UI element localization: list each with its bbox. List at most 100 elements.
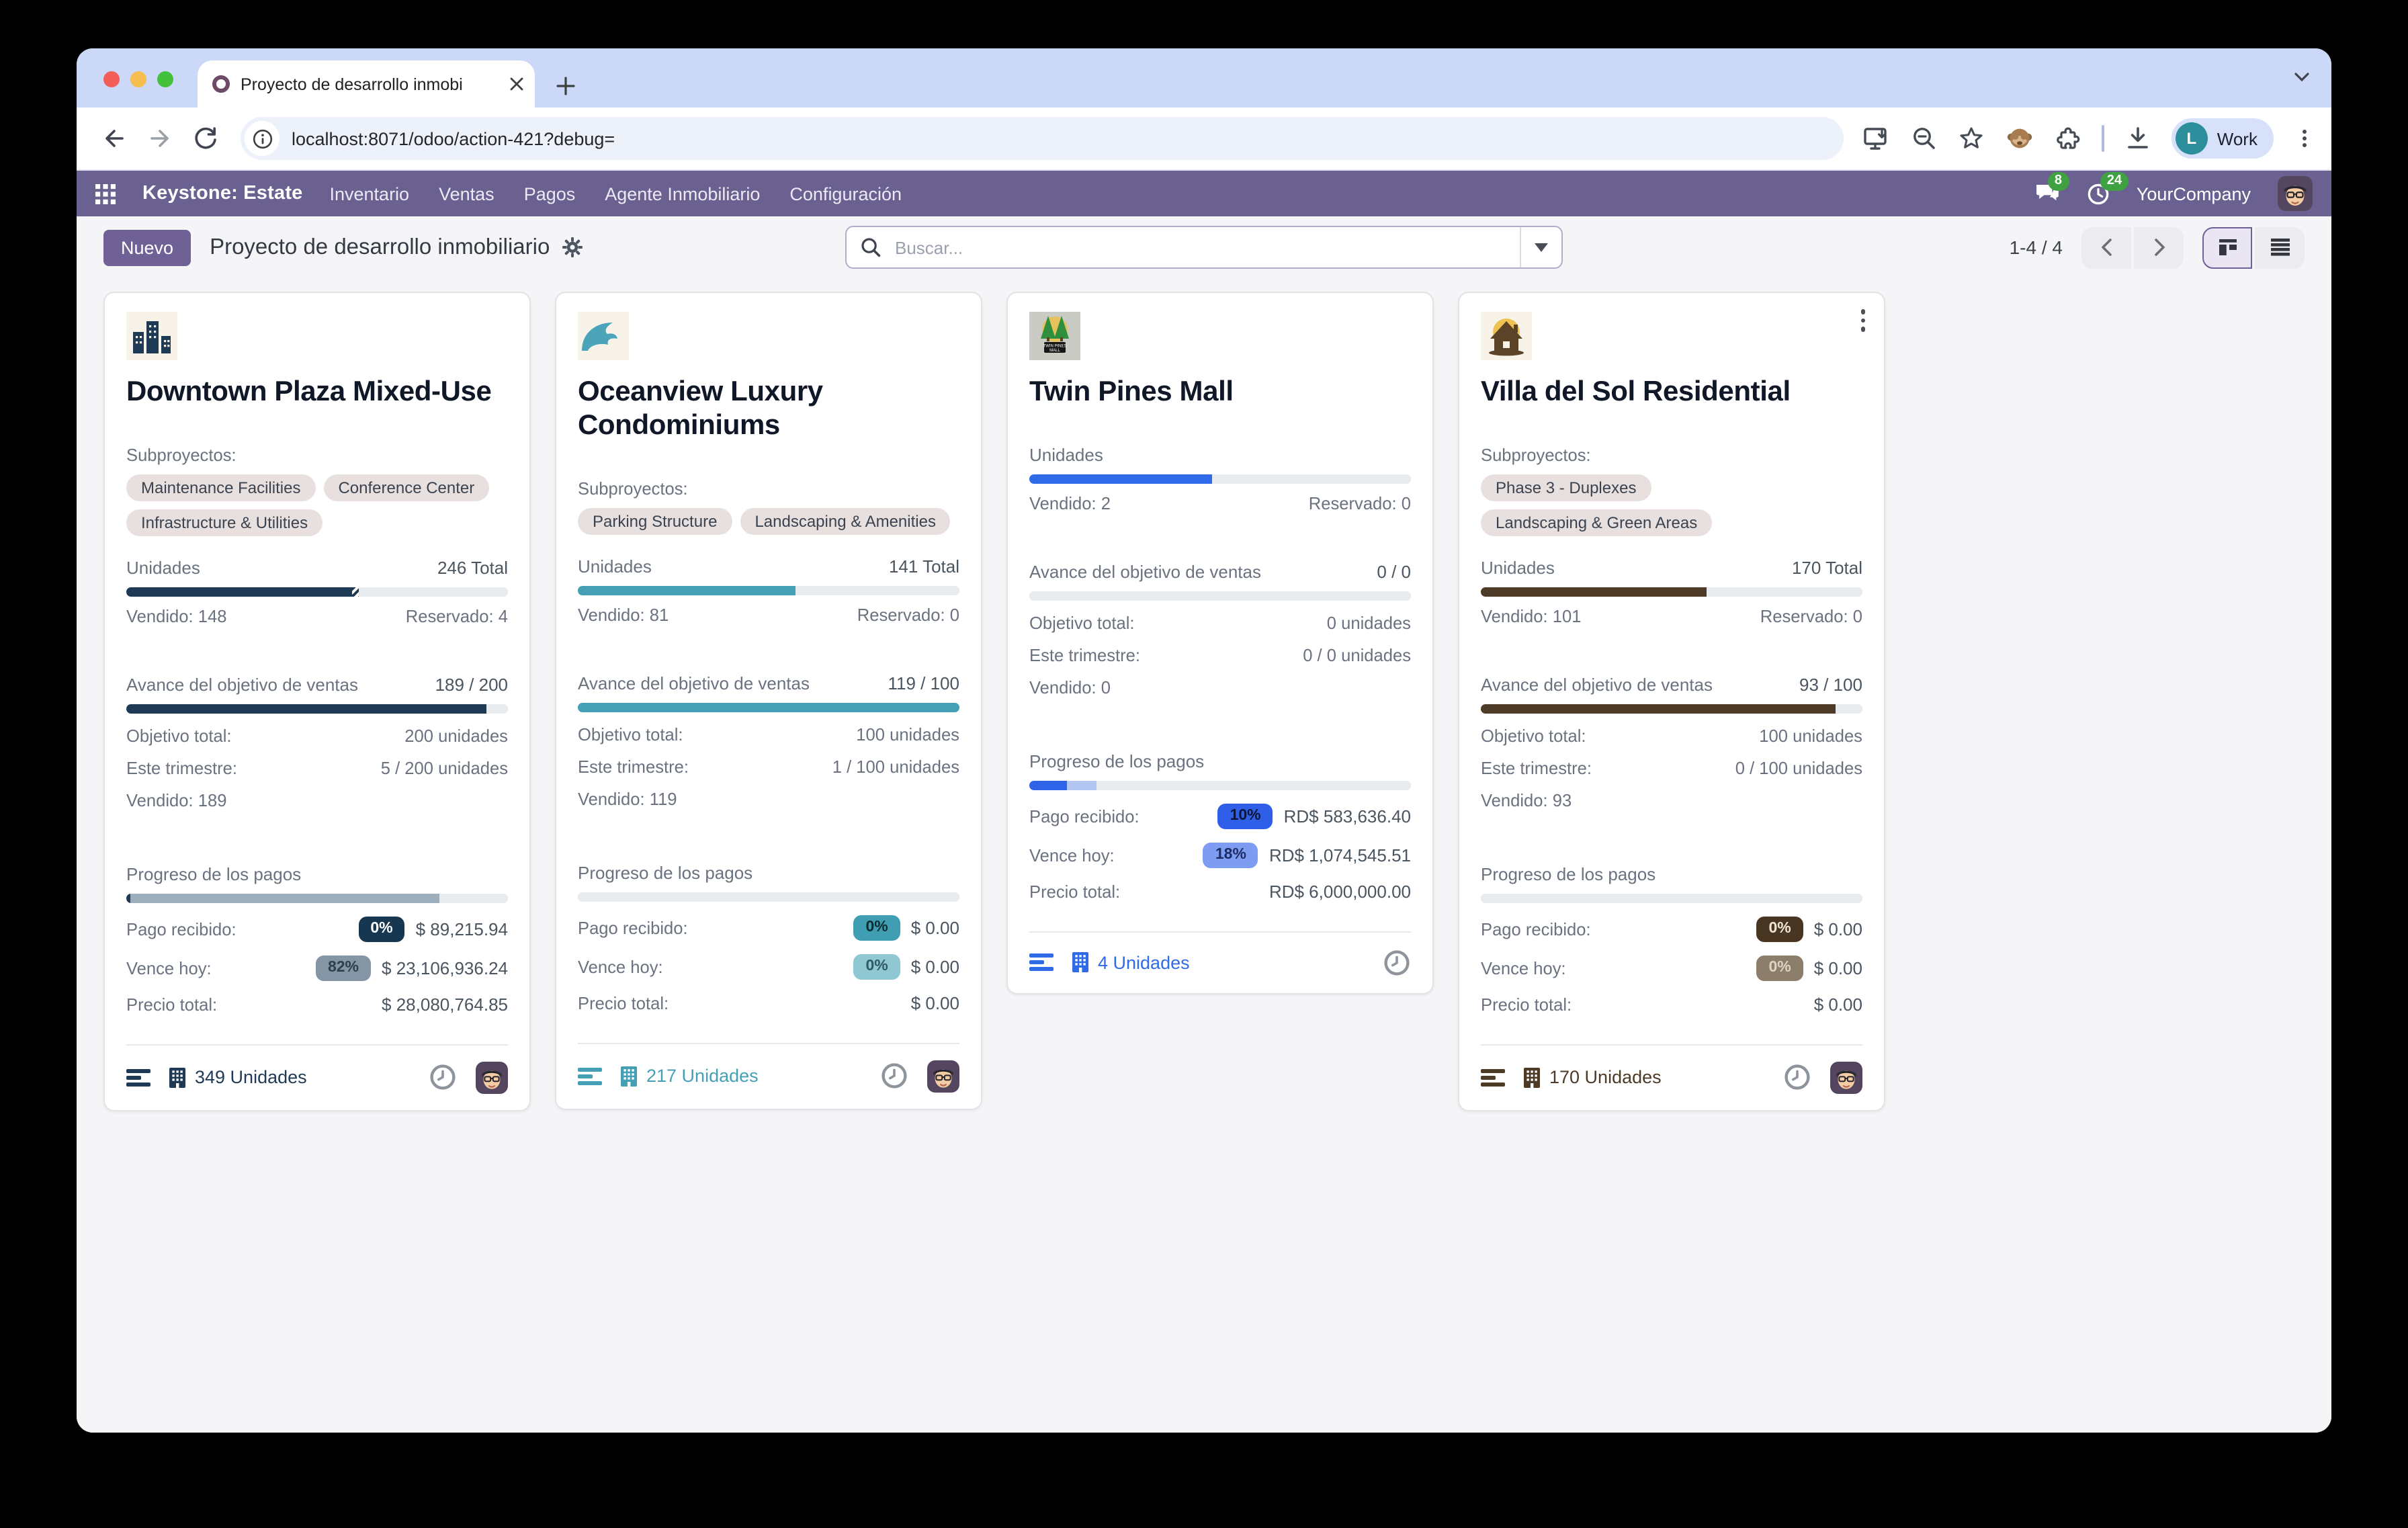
new-button[interactable]: Nuevo: [103, 229, 191, 265]
kanban-card[interactable]: TWIN PINES MALL Twin Pines Mall Unidades…: [1006, 292, 1434, 994]
browser-tabstrip: Proyecto de desarrollo inmobi: [77, 48, 2331, 108]
goal-progressbar: [1481, 704, 1862, 714]
nav-menu-item[interactable]: Inventario: [329, 183, 410, 204]
payments-label: Progreso de los pagos: [1481, 863, 1656, 884]
goal-objective-value: 200 unidades: [404, 725, 508, 746]
browser-profile-chip[interactable]: L Work: [2171, 118, 2274, 159]
monkey-extension-icon[interactable]: [2005, 124, 2034, 153]
odoo-navbar: Keystone: Estate Inventario Ventas Pagos Ag…: [77, 171, 2331, 216]
record-bars-icon[interactable]: [1481, 1068, 1505, 1087]
search-dropdown-caret[interactable]: [1520, 227, 1561, 267]
subproject-tag: Maintenance Facilities: [126, 474, 316, 501]
company-name[interactable]: YourCompany: [2136, 183, 2251, 204]
payment-total-value: $ 0.00: [910, 992, 959, 1013]
apps-grid-icon[interactable]: [95, 183, 116, 204]
project-title[interactable]: Villa del Sol Residential: [1481, 376, 1791, 407]
activity-clock-icon[interactable]: [429, 1064, 457, 1092]
search-bar[interactable]: [845, 226, 1563, 269]
units-label: Unidades: [1481, 557, 1555, 578]
payment-due-label: Vence hoy:: [126, 958, 212, 978]
payments-label: Progreso de los pagos: [126, 863, 302, 884]
bookmark-star-icon[interactable]: [1958, 125, 1985, 152]
tab-search-caret-icon[interactable]: [2294, 71, 2310, 82]
window-zoom-button[interactable]: [157, 71, 173, 87]
search-input[interactable]: [892, 236, 1520, 259]
payment-total-value: $ 0.00: [1813, 994, 1862, 1015]
units-link[interactable]: 170 Unidades: [1522, 1067, 1662, 1089]
units-total: 141 Total: [888, 556, 959, 577]
profile-name: Work: [2217, 128, 2258, 148]
page-title: Proyecto de desarrollo inmobiliario: [210, 235, 550, 259]
toolbar-divider: [2101, 125, 2104, 152]
payment-total-value: RD$ 6,000,000.00: [1268, 881, 1411, 902]
payment-received-label: Pago recibido:: [578, 917, 688, 938]
units-count-label: 349 Unidades: [195, 1067, 307, 1088]
gear-icon[interactable]: [562, 237, 583, 258]
record-bars-icon[interactable]: [126, 1068, 150, 1087]
payment-due-value: $ 0.00: [910, 956, 959, 977]
assignee-avatar[interactable]: [1830, 1061, 1862, 1094]
zoom-out-icon[interactable]: [1911, 125, 1938, 152]
units-label: Unidades: [126, 557, 200, 578]
payment-due-badge: 82%: [315, 955, 372, 981]
project-title[interactable]: Downtown Plaza Mixed-Use: [126, 376, 492, 407]
kanban-board: Downtown Plaza Mixed-Use Subproyectos: M…: [77, 278, 2331, 1111]
payment-due-label: Vence hoy:: [578, 956, 663, 977]
payment-received-value: $ 0.00: [910, 917, 959, 938]
record-bars-icon[interactable]: [1029, 953, 1054, 972]
list-view-button[interactable]: [2255, 226, 2305, 268]
units-link[interactable]: 349 Unidades: [168, 1067, 307, 1089]
project-title[interactable]: Twin Pines Mall: [1029, 376, 1234, 407]
activities-icon[interactable]: 24: [2087, 171, 2129, 205]
units-link[interactable]: 4 Unidades: [1071, 952, 1190, 974]
window-minimize-button[interactable]: [130, 71, 146, 87]
kanban-card[interactable]: Oceanview Luxury Condominiums Subproyect…: [555, 292, 982, 1110]
tab-close-icon[interactable]: [509, 77, 524, 91]
browser-window: Proyecto de desarrollo inmobi: [77, 48, 2331, 1433]
record-bars-icon[interactable]: [578, 1066, 602, 1085]
nav-menu-item[interactable]: Configuración: [789, 183, 902, 204]
activity-clock-icon[interactable]: [1383, 949, 1411, 977]
nav-menu-item[interactable]: Pagos: [523, 183, 576, 204]
user-avatar[interactable]: [2278, 176, 2313, 211]
project-title[interactable]: Oceanview Luxury Condominiums: [578, 376, 823, 441]
building-icon: [168, 1067, 187, 1089]
nav-menus: Inventario Ventas Pagos Agente Inmobiliario…: [330, 183, 902, 204]
kanban-card[interactable]: Downtown Plaza Mixed-Use Subproyectos: M…: [103, 292, 531, 1111]
pager-next-icon[interactable]: [2134, 226, 2184, 268]
assignee-avatar[interactable]: [476, 1061, 508, 1094]
units-link[interactable]: 217 Unidades: [619, 1065, 759, 1087]
activities-badge: 24: [2100, 171, 2129, 190]
back-icon[interactable]: [93, 117, 136, 160]
nav-menu-item[interactable]: Ventas: [439, 183, 494, 204]
app-name[interactable]: Keystone: Estate: [142, 183, 303, 204]
pager-previous-icon[interactable]: [2081, 226, 2131, 268]
kanban-view-button[interactable]: [2202, 226, 2252, 268]
activity-clock-icon[interactable]: [880, 1062, 908, 1090]
url-bar[interactable]: localhost:8071/odoo/action-421?debug=: [241, 117, 1844, 160]
site-info-icon[interactable]: [245, 121, 280, 156]
forward-icon[interactable]: [138, 117, 181, 160]
subprojects-label: Subproyectos:: [126, 444, 236, 465]
reload-icon[interactable]: [184, 117, 227, 160]
install-app-icon[interactable]: [1862, 126, 1891, 151]
payment-received-badge: 10%: [1217, 803, 1273, 829]
window-close-button[interactable]: [103, 71, 120, 87]
url-text[interactable]: localhost:8071/odoo/action-421?debug=: [292, 128, 615, 148]
kanban-card[interactable]: Villa del Sol Residential Subproyectos: …: [1458, 292, 1885, 1111]
activity-clock-icon[interactable]: [1783, 1064, 1811, 1092]
browser-tab[interactable]: Proyecto de desarrollo inmobi: [198, 60, 535, 108]
new-tab-button[interactable]: [556, 77, 575, 95]
subproject-tag: Landscaping & Green Areas: [1481, 509, 1713, 536]
downloads-icon[interactable]: [2124, 125, 2151, 152]
project-icon: [578, 312, 629, 360]
extensions-puzzle-icon[interactable]: [2055, 125, 2081, 152]
nav-menu-item[interactable]: Agente Inmobiliario: [605, 183, 761, 204]
assignee-avatar[interactable]: [927, 1060, 959, 1093]
svg-text:MALL: MALL: [1049, 349, 1060, 353]
messages-icon[interactable]: 8: [2034, 172, 2069, 204]
browser-menu-icon[interactable]: [2294, 128, 2315, 149]
goal-value: 189 / 200: [435, 674, 508, 695]
card-menu-icon[interactable]: [1860, 309, 1865, 331]
payment-total-value: $ 28,080,764.85: [382, 994, 508, 1015]
